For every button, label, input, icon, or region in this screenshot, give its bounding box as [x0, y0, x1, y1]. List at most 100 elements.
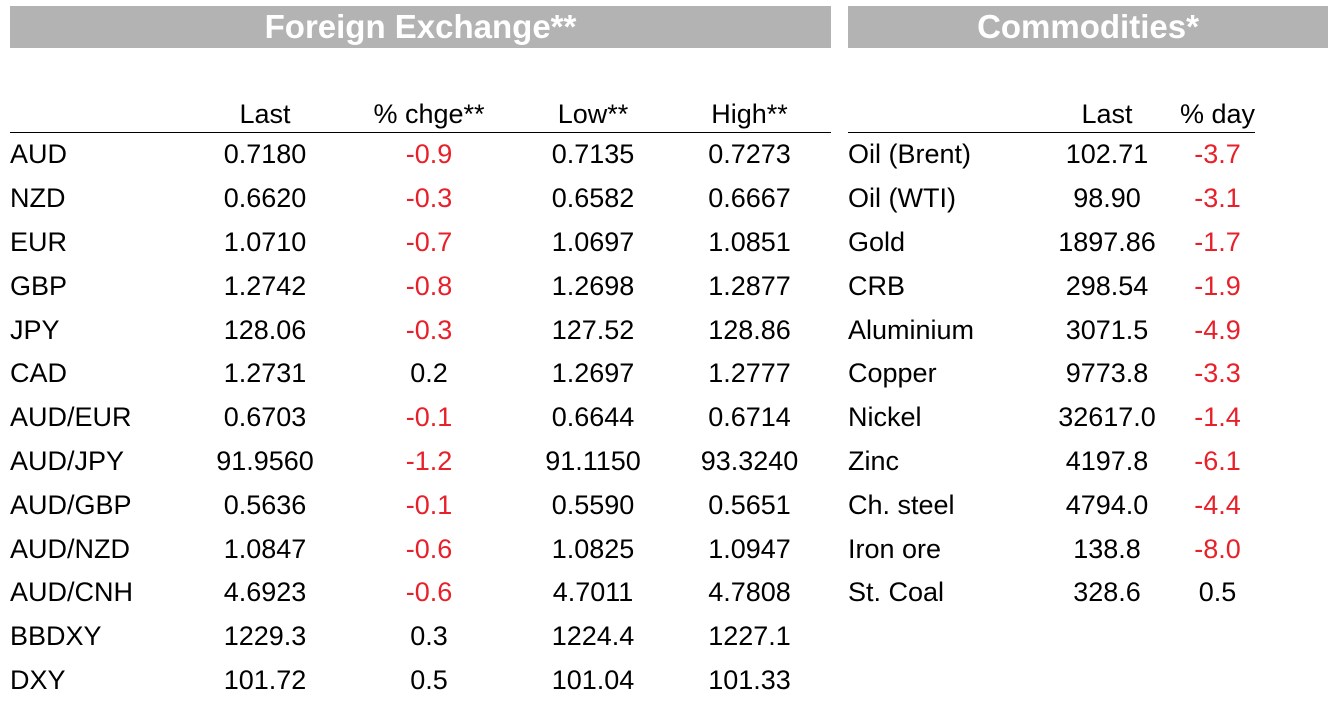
fx-header-row: Last % chge** Low** High**: [10, 96, 831, 133]
fx-cell-high: 1.0851: [708, 226, 791, 257]
fx-cell-last: 0.7180: [223, 139, 307, 170]
fx-cell-high: 1.2877: [708, 270, 791, 301]
fx-row: NZD 0.6620 -0.3 0.6582 0.6667: [10, 177, 831, 221]
commodities-table: Last % day Oil (Brent) 102.71 -3.7 Oil (WTI…: [848, 96, 1255, 615]
commodities-cell-name: Copper: [848, 358, 937, 389]
fx-cell-last: 1229.3: [223, 621, 307, 652]
fx-cell-name: NZD: [10, 183, 66, 214]
fx-cell-high: 4.7808: [708, 577, 791, 608]
fx-row: AUD/EUR 0.6703 -0.1 0.6644 0.6714: [10, 396, 831, 440]
commodities-header-last: Last: [1034, 96, 1180, 133]
commodities-cell-day: -6.1: [1194, 445, 1241, 476]
fx-cell-last: 1.2731: [223, 358, 307, 389]
commodities-cell-name: CRB: [848, 270, 906, 301]
fx-row: BBDXY 1229.3 0.3 1224.4 1227.1: [10, 615, 831, 659]
fx-cell-low: 127.52: [551, 314, 635, 345]
fx-cell-chge: -0.3: [405, 183, 453, 214]
commodities-cell-day: -1.7: [1194, 226, 1241, 257]
fx-row: AUD 0.7180 -0.9 0.7135 0.7273: [10, 133, 831, 177]
fx-cell-last: 0.5636: [223, 489, 307, 520]
fx-cell-last: 0.6620: [223, 183, 307, 214]
fx-cell-chge: -1.2: [405, 445, 453, 476]
commodities-cell-last: 138.8: [1073, 533, 1141, 564]
commodities-cell-last: 32617.0: [1058, 402, 1156, 433]
fx-cell-high: 101.33: [708, 664, 791, 695]
commodities-section-title: Commodities*: [848, 6, 1328, 48]
fx-cell-last: 1.0847: [223, 533, 307, 564]
fx-cell-name: EUR: [10, 226, 68, 257]
fx-cell-name: AUD/EUR: [10, 402, 132, 433]
commodities-row: Iron ore 138.8 -8.0: [848, 527, 1255, 571]
fx-row: AUD/JPY 91.9560 -1.2 91.1150 93.3240: [10, 440, 831, 484]
fx-cell-chge: 0.5: [410, 664, 448, 695]
commodities-cell-last: 298.54: [1065, 270, 1149, 301]
fx-cell-name: BBDXY: [10, 621, 102, 652]
fx-cell-name: GBP: [10, 270, 68, 301]
fx-cell-high: 1.2777: [708, 358, 791, 389]
commodities-cell-day: -3.3: [1194, 358, 1241, 389]
commodities-header-day: % day: [1180, 96, 1255, 133]
commodities-cell-name: St. Coal: [848, 577, 945, 608]
fx-cell-low: 0.6582: [551, 183, 635, 214]
fx-cell-last: 101.72: [223, 664, 307, 695]
fx-cell-low: 101.04: [551, 664, 635, 695]
fx-cell-name: AUD/GBP: [10, 489, 132, 520]
commodities-row: Oil (WTI) 98.90 -3.1: [848, 177, 1255, 221]
fx-row: AUD/NZD 1.0847 -0.6 1.0825 1.0947: [10, 527, 831, 571]
fx-header-name: [10, 96, 190, 133]
fx-header-low: Low**: [518, 96, 668, 133]
commodities-cell-day: -4.9: [1194, 314, 1241, 345]
fx-cell-last: 128.06: [223, 314, 307, 345]
fx-row: GBP 1.2742 -0.8 1.2698 1.2877: [10, 264, 831, 308]
commodities-cell-last: 3071.5: [1065, 314, 1149, 345]
fx-cell-high: 0.6714: [708, 402, 791, 433]
fx-cell-high: 1.0947: [708, 533, 791, 564]
fx-cell-name: DXY: [10, 664, 66, 695]
commodities-cell-name: Zinc: [848, 445, 900, 476]
fx-header-high: High**: [668, 96, 831, 133]
fx-cell-name: CAD: [10, 358, 68, 389]
commodities-cell-name: Oil (Brent): [848, 139, 972, 170]
fx-cell-chge: -0.6: [405, 533, 453, 564]
fx-cell-name: AUD/JPY: [10, 445, 125, 476]
fx-cell-high: 0.6667: [708, 183, 791, 214]
commodities-cell-last: 328.6: [1073, 577, 1141, 608]
fx-cell-last: 1.2742: [223, 270, 307, 301]
commodities-cell-day: -3.1: [1194, 183, 1241, 214]
fx-row: JPY 128.06 -0.3 127.52 128.86: [10, 308, 831, 352]
fx-cell-high: 0.5651: [708, 489, 791, 520]
fx-cell-chge: 0.3: [410, 621, 448, 652]
commodities-cell-day: -1.4: [1194, 402, 1241, 433]
fx-row: DXY 101.72 0.5 101.04 101.33: [10, 659, 831, 703]
commodities-row: St. Coal 328.6 0.5: [848, 571, 1255, 615]
fx-cell-low: 1224.4: [551, 621, 635, 652]
fx-row: EUR 1.0710 -0.7 1.0697 1.0851: [10, 221, 831, 265]
fx-cell-name: JPY: [10, 314, 60, 345]
commodities-cell-last: 98.90: [1073, 183, 1141, 214]
fx-cell-low: 1.0697: [551, 226, 635, 257]
commodities-cell-last: 4794.0: [1065, 489, 1149, 520]
fx-cell-chge: -0.6: [405, 577, 453, 608]
fx-cell-chge: -0.9: [405, 139, 453, 170]
fx-row: AUD/GBP 0.5636 -0.1 0.5590 0.5651: [10, 483, 831, 527]
fx-cell-last: 4.6923: [223, 577, 307, 608]
commodities-row: Aluminium 3071.5 -4.9: [848, 308, 1255, 352]
commodities-cell-day: -4.4: [1194, 489, 1241, 520]
fx-cell-last: 0.6703: [223, 402, 307, 433]
commodities-row: Nickel 32617.0 -1.4: [848, 396, 1255, 440]
commodities-cell-last: 102.71: [1065, 139, 1149, 170]
commodities-header-name: [848, 96, 1034, 133]
commodities-cell-day: -3.7: [1194, 139, 1241, 170]
fx-cell-low: 1.0825: [551, 533, 635, 564]
commodities-cell-day: 0.5: [1198, 577, 1237, 608]
commodities-header-row: Last % day: [848, 96, 1255, 133]
commodities-row: CRB 298.54 -1.9: [848, 264, 1255, 308]
fx-cell-chge: -0.8: [405, 270, 453, 301]
fx-cell-chge: -0.3: [405, 314, 453, 345]
fx-cell-low: 0.7135: [551, 139, 635, 170]
fx-cell-name: AUD: [10, 139, 68, 170]
commodities-cell-last: 9773.8: [1065, 358, 1149, 389]
commodities-row: Oil (Brent) 102.71 -3.7: [848, 133, 1255, 177]
commodities-cell-name: Oil (WTI): [848, 183, 956, 214]
fx-cell-chge: -0.1: [405, 489, 453, 520]
